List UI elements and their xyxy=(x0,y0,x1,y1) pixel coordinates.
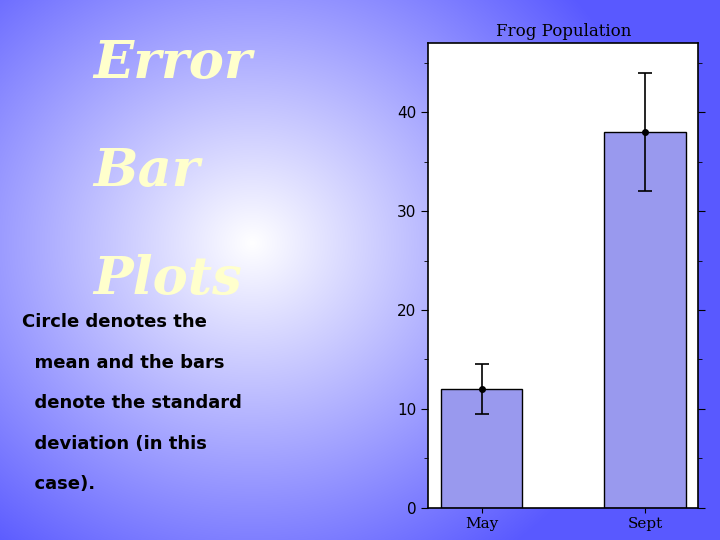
Text: deviation (in this: deviation (in this xyxy=(22,435,207,453)
Text: mean and the bars: mean and the bars xyxy=(22,354,224,372)
Bar xyxy=(604,132,686,508)
Text: Bar: Bar xyxy=(94,146,200,197)
Title: Frog Population: Frog Population xyxy=(495,23,631,40)
Text: denote the standard: denote the standard xyxy=(22,394,241,412)
Text: Error: Error xyxy=(94,38,252,89)
Text: Circle denotes the: Circle denotes the xyxy=(22,313,207,331)
Bar xyxy=(441,389,523,508)
Text: Plots: Plots xyxy=(94,254,243,305)
Text: case).: case). xyxy=(22,475,95,493)
